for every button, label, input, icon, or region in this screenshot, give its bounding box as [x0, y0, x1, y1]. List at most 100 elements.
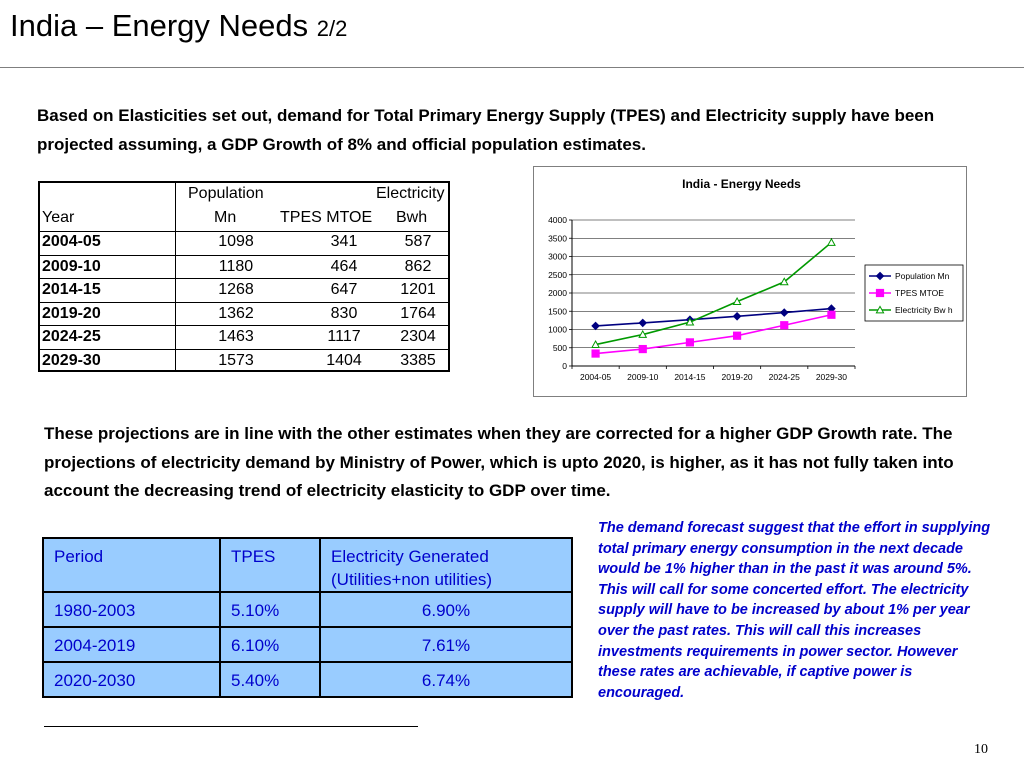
- projection-table: Year Population Mn TPES MTOE Electricity…: [38, 181, 450, 372]
- legend-label: Electricity Bw h: [895, 305, 953, 315]
- table-cell-population: 1463: [218, 328, 254, 345]
- header-year: Year: [42, 209, 75, 226]
- rates-row: 2004-2019 6.10% 7.61%: [44, 628, 571, 661]
- x-tick-label: 2019-20: [721, 372, 752, 382]
- rates-electricity-cell: 6.74%: [321, 663, 571, 696]
- title-divider: [0, 67, 1024, 68]
- footnote-line: [44, 726, 418, 727]
- x-tick-label: 2004-05: [580, 372, 611, 382]
- x-tick-label: 2024-25: [769, 372, 800, 382]
- data-point: [638, 344, 647, 354]
- rates-header-electricity: Electricity Generated (Utilities+non uti…: [321, 539, 571, 591]
- y-tick-label: 0: [562, 361, 567, 371]
- data-point: [779, 308, 789, 317]
- data-point: [780, 321, 789, 330]
- data-point: [732, 311, 742, 321]
- growth-rates-table: Period TPES Electricity Generated (Utili…: [42, 537, 573, 698]
- rates-tpes-cell: 6.10%: [221, 628, 319, 661]
- data-point: [779, 277, 789, 286]
- table-row: 2024-25 1463 1117 2304: [40, 325, 448, 350]
- data-point: [638, 329, 648, 338]
- table-cell-tpes: 341: [330, 233, 358, 250]
- table-cell-electricity: 2304: [400, 328, 436, 345]
- table-cell-tpes: 830: [330, 304, 358, 322]
- page-number: 10: [974, 742, 988, 757]
- slide-title-suffix: 2/2: [316, 16, 348, 41]
- x-tick-label: 2014-15: [674, 372, 705, 382]
- rates-period-cell: 2004-2019: [44, 628, 219, 661]
- table-cell-year: 2029-30: [42, 351, 101, 369]
- table-cell-year: 2009-10: [42, 257, 101, 275]
- column-divider: [175, 183, 176, 370]
- data-point: [638, 318, 648, 328]
- rates-electricity-cell: 6.90%: [321, 593, 571, 626]
- y-tick-label: 3500: [548, 233, 567, 243]
- table-row: 2009-10 1180 464 862: [40, 254, 448, 280]
- rates-row: 2020-2030 5.40% 6.74%: [44, 663, 571, 696]
- rates-header-tpes: TPES: [221, 539, 319, 591]
- table-cell-year: 2024-25: [42, 328, 101, 345]
- table-cell-year: 2014-15: [42, 281, 101, 298]
- table-cell-tpes: 1117: [327, 328, 361, 345]
- series-line: [595, 313, 832, 355]
- forecast-note: The demand forecast suggest that the eff…: [598, 520, 991, 701]
- table-cell-population: 1268: [218, 281, 254, 298]
- y-tick-label: 2000: [548, 288, 567, 298]
- legend-marker: [875, 305, 885, 314]
- chart-title: India - Energy Needs: [682, 177, 801, 191]
- data-point: [732, 296, 742, 305]
- slide-title: India – Energy Needs 2/2: [10, 8, 347, 44]
- table-cell-population: 1362: [218, 304, 254, 322]
- legend-marker: [875, 288, 885, 298]
- data-point: [732, 331, 742, 340]
- rates-tpes-cell: 5.40%: [221, 663, 319, 696]
- rates-period-cell: 1980-2003: [44, 593, 219, 626]
- header-population-bottom: Mn: [214, 209, 237, 226]
- data-point: [591, 339, 601, 348]
- data-point: [826, 237, 836, 246]
- y-tick-label: 3000: [548, 252, 567, 262]
- data-point: [685, 317, 695, 326]
- rates-period-cell: 2020-2030: [44, 663, 219, 696]
- chart-svg: India - Energy Needs 0 500 1000 1500 2000 2500…: [548, 177, 964, 382]
- header-tpes: TPES MTOE: [280, 209, 373, 226]
- data-point: [591, 349, 600, 358]
- table-cell-year: 2019-20: [42, 304, 101, 322]
- table-cell-tpes: 647: [330, 281, 358, 298]
- y-tick-label: 2500: [548, 270, 567, 280]
- table-cell-population: 1180: [218, 257, 254, 275]
- rates-electricity-cell: 7.61%: [321, 628, 571, 661]
- y-tick-label: 500: [553, 343, 567, 353]
- header-electricity-bottom: Bwh: [396, 209, 428, 226]
- table-cell-electricity: 3385: [400, 351, 436, 369]
- energy-needs-chart: India - Energy Needs 0 500 1000 1500 2000 2500…: [533, 166, 967, 397]
- y-tick-label: 1500: [548, 306, 567, 316]
- rates-tpes-cell: 5.10%: [221, 593, 319, 626]
- table-cell-year: 2004-05: [42, 233, 101, 250]
- table-cell-electricity: 1201: [400, 281, 436, 298]
- table-cell-tpes: 464: [330, 257, 358, 275]
- series-line: [595, 241, 832, 346]
- table-cell-electricity: 862: [404, 257, 432, 275]
- table-row: 2014-15 1268 647 1201: [40, 278, 448, 303]
- legend-marker: [875, 271, 885, 281]
- header-population-top: Population: [188, 185, 264, 202]
- legend-label: TPES MTOE: [895, 288, 944, 298]
- y-tick-label: 4000: [548, 215, 567, 225]
- series-line: [595, 307, 832, 327]
- x-tick-label: 2029-30: [816, 372, 847, 382]
- slide-title-text: India – Energy Needs: [10, 8, 309, 43]
- y-tick-label: 1000: [548, 325, 567, 335]
- table-cell-electricity: 1764: [400, 304, 436, 322]
- table-row: 2029-30 1573 1404 3385: [40, 348, 448, 374]
- data-point: [591, 321, 600, 331]
- table-cell-electricity: 587: [404, 233, 432, 250]
- legend-label: Population Mn: [895, 271, 950, 281]
- table-cell-population: 1573: [218, 351, 254, 369]
- rates-row: 1980-2003 5.10% 6.90%: [44, 593, 571, 626]
- projections-paragraph: These projections are in line with the o…: [44, 424, 954, 500]
- projection-table-header: Year Population Mn TPES MTOE Electricity…: [40, 183, 448, 232]
- intro-paragraph: Based on Elasticities set out, demand fo…: [37, 106, 935, 154]
- header-electricity-top: Electricity: [376, 185, 445, 202]
- data-point: [685, 338, 695, 347]
